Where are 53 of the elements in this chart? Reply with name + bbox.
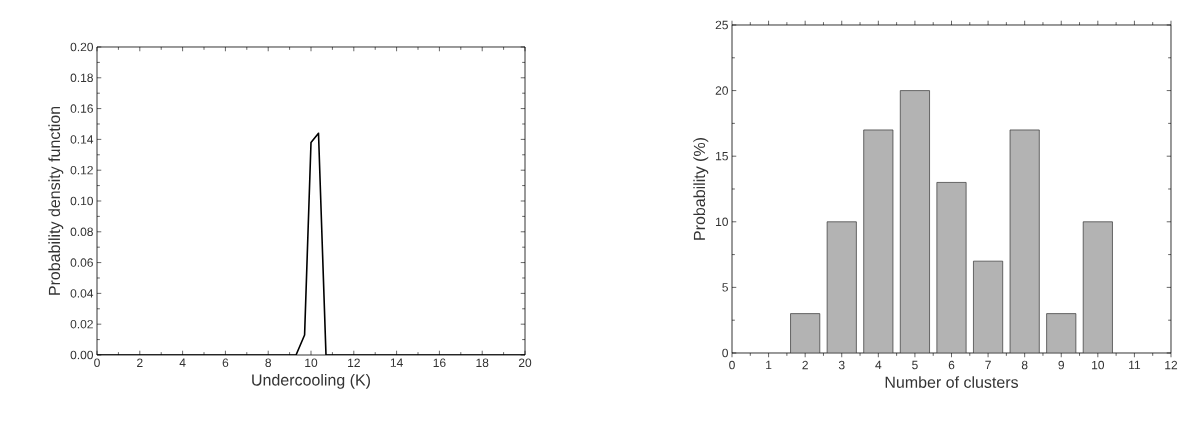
x-tick-label: 9 xyxy=(1058,360,1065,370)
y-tick-label: 0.18 xyxy=(70,73,93,83)
y-tick-label: 0.08 xyxy=(70,227,93,237)
x-tick-label: 11 xyxy=(1129,360,1141,370)
x-tick-label: 14 xyxy=(390,358,403,367)
bar xyxy=(790,313,820,353)
x-axis-title: Number of clusters xyxy=(885,376,1019,388)
x-tick-label: 4 xyxy=(179,358,186,367)
y-tick-label: 15 xyxy=(716,152,728,161)
x-tick-label: 5 xyxy=(912,360,918,370)
bar xyxy=(827,221,857,353)
y-tick-label: 0.12 xyxy=(70,165,93,175)
bar xyxy=(1082,221,1113,353)
y-tick-label: 10 xyxy=(716,217,728,227)
x-tick-label: 2 xyxy=(137,358,143,367)
y-axis-title: Probability density function xyxy=(48,106,64,295)
x-tick-label: 20 xyxy=(518,358,532,368)
bar xyxy=(936,182,967,353)
y-tick-label: 0 xyxy=(722,348,729,358)
y-tick-label: 0.14 xyxy=(70,135,94,144)
x-tick-label: 0 xyxy=(729,360,735,370)
x-tick-label: 12 xyxy=(348,358,360,367)
x-tick-label: 3 xyxy=(838,360,845,370)
x-tick-label: 16 xyxy=(433,358,446,368)
bar xyxy=(863,129,893,353)
x-tick-label: 10 xyxy=(1092,360,1105,370)
bar xyxy=(973,261,1003,353)
x-tick-label: 6 xyxy=(948,360,955,370)
x-axis-title: Undercooling (K) xyxy=(252,373,370,389)
x-tick-label: 8 xyxy=(1021,360,1028,370)
x-tick-label: 12 xyxy=(1165,360,1178,370)
x-tick-label: 6 xyxy=(222,358,229,368)
y-tick-label: 0.16 xyxy=(70,104,93,113)
y-tick-label: 20 xyxy=(715,86,728,95)
x-tick-label: 2 xyxy=(802,360,808,370)
bar xyxy=(1046,313,1076,353)
y-tick-label: 0.04 xyxy=(70,289,94,298)
y-tick-label: 5 xyxy=(722,283,728,292)
x-tick-label: 4 xyxy=(875,360,882,370)
bar xyxy=(900,90,930,353)
y-tick-label: 0.02 xyxy=(70,319,93,329)
y-tick-label: 0.06 xyxy=(70,258,93,267)
bar xyxy=(1010,129,1040,353)
x-tick-label: 10 xyxy=(305,358,318,368)
x-tick-label: 8 xyxy=(265,358,272,368)
x-tick-label: 1 xyxy=(766,360,772,370)
y-tick-label: 25 xyxy=(715,20,728,30)
y-tick-label: 0.20 xyxy=(70,42,94,52)
x-tick-label: 7 xyxy=(985,360,991,370)
y-axis-title: Probability (%) xyxy=(693,138,709,240)
y-tick-label: 0.00 xyxy=(70,350,94,360)
y-tick-label: 0.10 xyxy=(70,196,94,206)
x-tick-label: 18 xyxy=(476,358,489,368)
